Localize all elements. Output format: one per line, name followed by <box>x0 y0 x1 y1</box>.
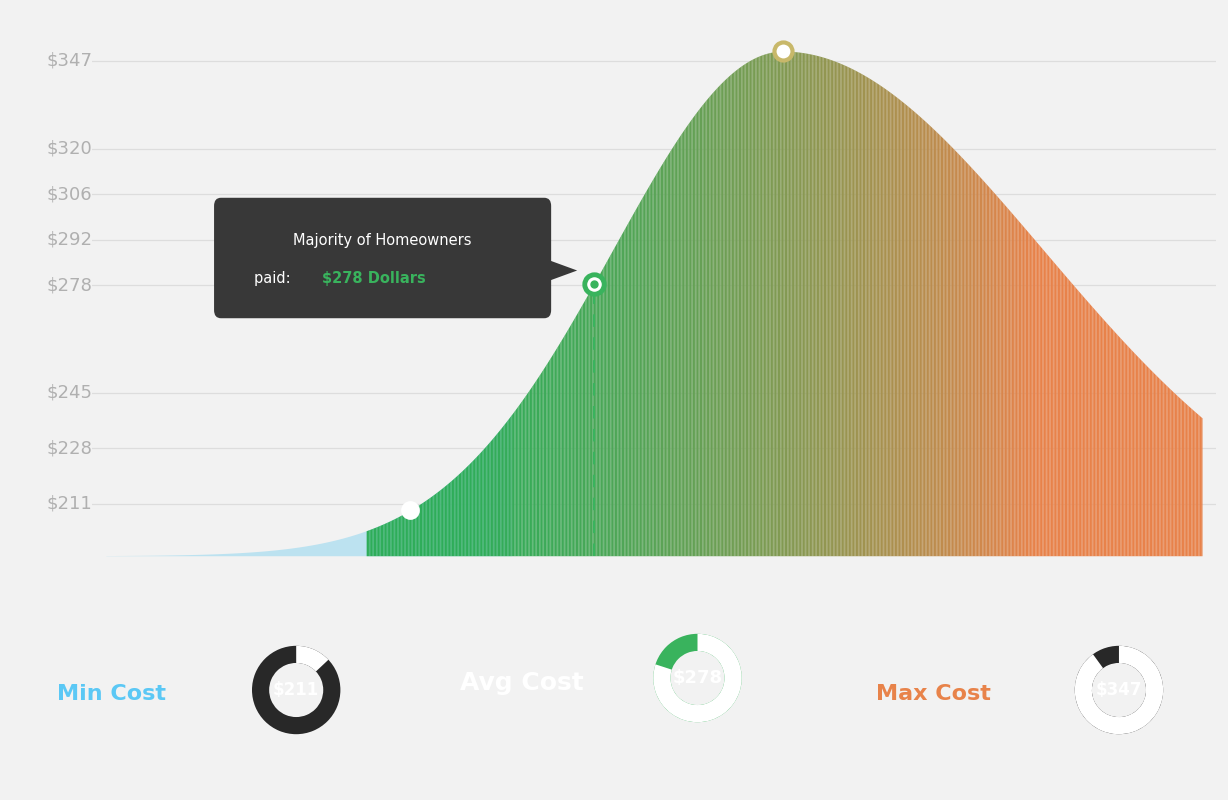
Text: $278: $278 <box>47 277 92 294</box>
FancyBboxPatch shape <box>214 198 551 318</box>
Wedge shape <box>252 646 340 734</box>
Text: $211: $211 <box>273 681 319 699</box>
Text: $320: $320 <box>47 140 92 158</box>
Text: $347: $347 <box>47 52 92 70</box>
Text: $278: $278 <box>673 669 722 687</box>
Wedge shape <box>1074 646 1163 734</box>
Wedge shape <box>296 646 328 671</box>
Text: Max Cost: Max Cost <box>877 684 991 704</box>
Text: $306: $306 <box>47 186 92 203</box>
Text: Avg Cost: Avg Cost <box>460 671 585 695</box>
Text: $228: $228 <box>47 439 92 458</box>
Text: $292: $292 <box>47 231 92 249</box>
Text: Min Cost: Min Cost <box>56 684 166 704</box>
Text: $347: $347 <box>1095 681 1142 699</box>
Text: $211: $211 <box>47 494 92 513</box>
Polygon shape <box>542 258 577 283</box>
Text: paid:: paid: <box>254 271 295 286</box>
Text: $245: $245 <box>47 384 92 402</box>
Text: Majority of Homeowners: Majority of Homeowners <box>293 233 472 248</box>
Wedge shape <box>653 634 742 722</box>
Wedge shape <box>653 634 742 722</box>
Text: $278 Dollars: $278 Dollars <box>322 271 426 286</box>
Wedge shape <box>1074 646 1163 734</box>
